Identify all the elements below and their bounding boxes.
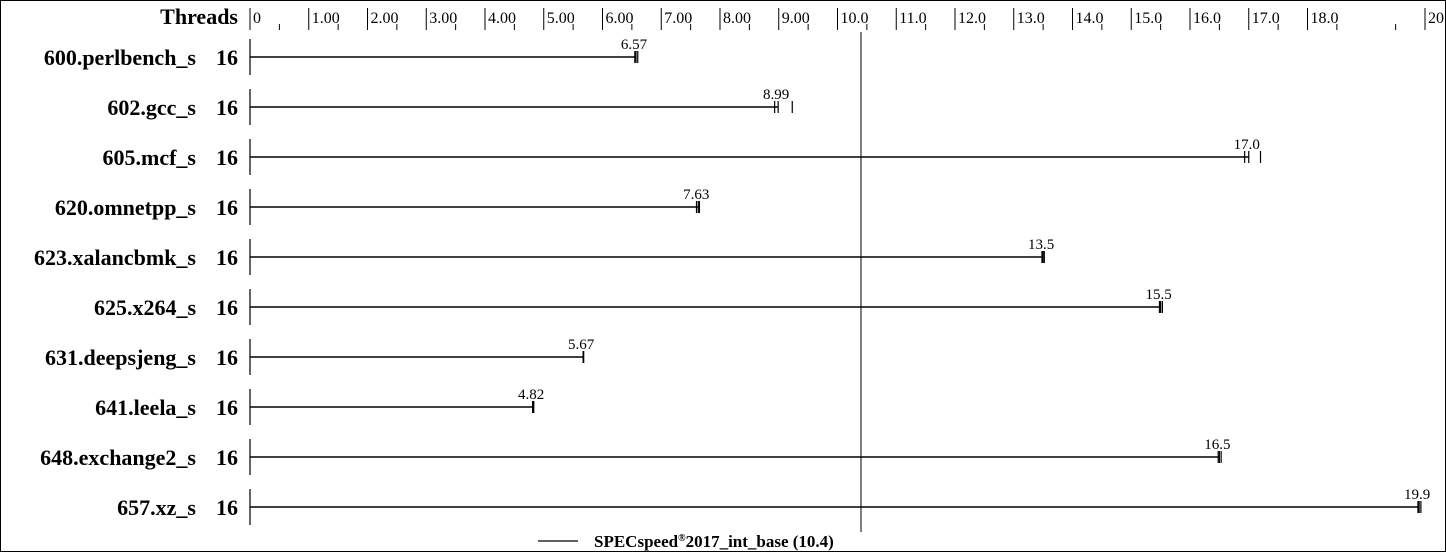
legend-label: SPECspeed®2017_int_base (10.4) xyxy=(594,532,834,551)
x-tick-label: 7.00 xyxy=(664,10,692,27)
threads-value: 16 xyxy=(216,495,238,520)
value-label: 5.67 xyxy=(568,337,595,353)
x-tick-label: 10.0 xyxy=(841,10,869,27)
threads-value: 16 xyxy=(216,195,238,220)
benchmark-label: 602.gcc_s xyxy=(107,95,196,120)
x-tick-label: 1.00 xyxy=(312,10,340,27)
value-label: 4.82 xyxy=(518,387,544,403)
x-tick-label: 17.0 xyxy=(1252,10,1280,27)
x-tick-label: 20.0 xyxy=(1428,10,1446,27)
x-tick-label: 2.00 xyxy=(371,10,399,27)
labels-layer: Threads 600.perlbench_s 16 6.57 602.gcc_s 16 8… xyxy=(34,4,1430,520)
value-label: 16.5 xyxy=(1204,437,1230,453)
threads-header: Threads xyxy=(160,4,238,29)
x-tick-label: 16.0 xyxy=(1193,10,1221,27)
value-label: 13.5 xyxy=(1028,237,1054,253)
value-label: 7.63 xyxy=(683,187,709,203)
value-label: 15.5 xyxy=(1146,287,1172,303)
x-tick-label: 18.0 xyxy=(1311,10,1339,27)
axis-layer: 0 1.00 2.00 3.00 4.00 5.00 6.00 7.00 8.00 9.00 10.… xyxy=(249,8,1446,532)
benchmark-label: 631.deepsjeng_s xyxy=(45,345,196,370)
threads-value: 16 xyxy=(216,245,238,270)
value-label: 17.0 xyxy=(1234,137,1260,153)
x-tick-label: 15.0 xyxy=(1134,10,1162,27)
x-tick-label: 3.00 xyxy=(429,10,457,27)
threads-value: 16 xyxy=(216,45,238,70)
x-tick-label: 9.00 xyxy=(782,10,810,27)
benchmark-label: 620.omnetpp_s xyxy=(55,195,197,220)
threads-value: 16 xyxy=(216,145,238,170)
threads-value: 16 xyxy=(216,295,238,320)
x-tick-label: 13.0 xyxy=(1017,10,1045,27)
value-label: 19.9 xyxy=(1404,487,1430,503)
bars-layer xyxy=(249,39,1422,525)
x-tick-label: 6.00 xyxy=(606,10,634,27)
benchmark-label: 641.leela_s xyxy=(95,395,196,420)
x-tick-label: 12.0 xyxy=(958,10,986,27)
threads-value: 16 xyxy=(216,395,238,420)
legend-prefix: SPECspeed xyxy=(594,532,679,551)
benchmark-label: 605.mcf_s xyxy=(103,145,197,170)
threads-value: 16 xyxy=(216,345,238,370)
x-tick-label: 11.0 xyxy=(899,10,926,27)
x-tick-label: 14.0 xyxy=(1076,10,1104,27)
threads-value: 16 xyxy=(216,95,238,120)
benchmark-label: 600.perlbench_s xyxy=(44,45,197,70)
legend-registered-mark: ® xyxy=(678,533,686,544)
benchmark-label: 648.exchange2_s xyxy=(40,445,196,470)
benchmark-label: 625.x264_s xyxy=(94,295,197,320)
value-label: 6.57 xyxy=(621,37,648,53)
value-label: 8.99 xyxy=(763,87,789,103)
threads-value: 16 xyxy=(216,445,238,470)
benchmark-label: 657.xz_s xyxy=(117,495,196,520)
benchmark-label: 623.xalancbmk_s xyxy=(34,245,196,270)
legend-suffix: 2017_int_base (10.4) xyxy=(686,532,834,551)
x-tick-label: 4.00 xyxy=(488,10,516,27)
legend: SPECspeed®2017_int_base (10.4) xyxy=(538,532,834,551)
x-tick-label: 8.00 xyxy=(723,10,751,27)
x-tick-label: 5.00 xyxy=(547,10,575,27)
x-tick-label: 0 xyxy=(253,10,261,27)
